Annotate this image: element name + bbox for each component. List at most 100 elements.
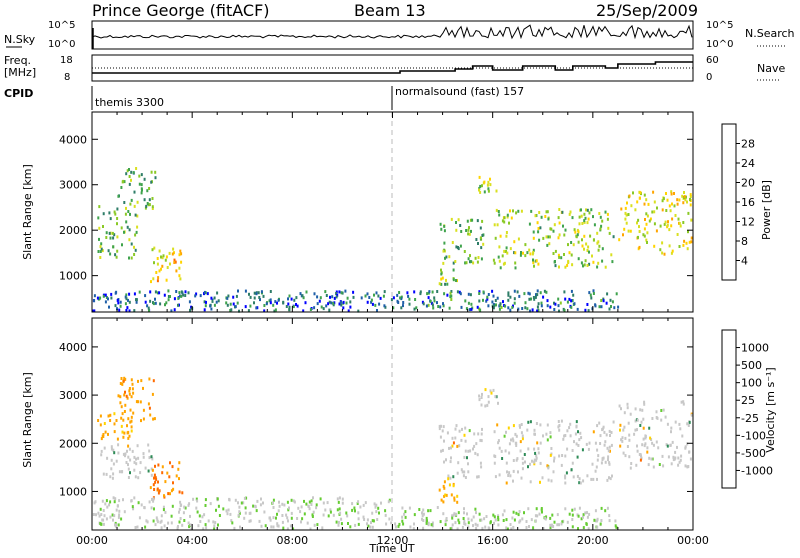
- echo-cell: [302, 309, 305, 313]
- echo-cell: [249, 304, 252, 308]
- echo-cell: [431, 290, 434, 294]
- echo-cell: [450, 290, 453, 293]
- echo-cell: [610, 443, 613, 447]
- echo-cell: [465, 229, 468, 232]
- echo-cell: [202, 527, 205, 531]
- echo-cell: [247, 309, 250, 313]
- echo-cell: [272, 498, 275, 502]
- echo-cell: [440, 449, 443, 453]
- echo-cell: [150, 455, 153, 459]
- echo-cell: [489, 389, 492, 393]
- echo-cell: [143, 506, 146, 509]
- echo-cell: [643, 444, 646, 448]
- echo-cell: [639, 424, 642, 427]
- echo-cell: [377, 506, 380, 510]
- echo-cell: [133, 455, 136, 459]
- echo-cell: [100, 453, 103, 457]
- echo-cell: [601, 458, 604, 461]
- echo-cell: [337, 500, 340, 504]
- echo-cell: [656, 416, 659, 420]
- echo-cell: [633, 432, 636, 436]
- echo-cell: [568, 297, 571, 301]
- echo-cell: [383, 290, 386, 294]
- echo-cell: [338, 290, 341, 294]
- echo-cell: [110, 458, 113, 462]
- echo-cell: [520, 423, 523, 426]
- echo-cell: [98, 226, 101, 230]
- echo-cell: [106, 456, 109, 460]
- echo-cell: [162, 508, 165, 512]
- echo-cell: [425, 516, 428, 520]
- echo-cell: [183, 505, 186, 509]
- echo-cell: [327, 514, 330, 518]
- echo-cell: [144, 206, 147, 210]
- echo-cell: [95, 513, 97, 517]
- echo-cell: [642, 437, 645, 441]
- echo-cell: [557, 236, 560, 240]
- echo-cell: [589, 234, 592, 238]
- echo-cell: [293, 298, 296, 302]
- echo-cell: [473, 444, 476, 448]
- echo-cell: [661, 454, 664, 458]
- echo-cell: [99, 296, 102, 300]
- echo-cell: [485, 515, 488, 518]
- echo-cell: [483, 517, 486, 521]
- echo-cell: [498, 245, 501, 249]
- echo-cell: [351, 502, 354, 506]
- beam-title: Beam 13: [354, 1, 426, 20]
- echo-cell: [431, 521, 434, 525]
- echo-cell: [586, 511, 588, 515]
- echo-cell: [400, 297, 403, 301]
- echo-cell: [475, 526, 478, 530]
- echo-cell: [103, 422, 106, 425]
- echo-cell: [512, 209, 514, 213]
- echo-cell: [375, 503, 378, 507]
- echo-cell: [450, 493, 453, 497]
- echo-cell: [546, 243, 549, 247]
- echo-cell: [189, 308, 191, 312]
- echo-cell: [116, 207, 119, 211]
- echo-cell: [130, 242, 133, 246]
- echo-cell: [500, 449, 503, 453]
- echo-cell: [249, 519, 252, 523]
- echo-cell: [604, 460, 607, 464]
- echo-cell: [655, 229, 658, 233]
- echo-cell: [477, 256, 480, 259]
- echo-cell: [181, 491, 184, 495]
- echo-cell: [167, 295, 170, 298]
- echo-cell: [124, 454, 126, 458]
- echo-cell: [491, 289, 494, 293]
- echo-cell: [467, 449, 470, 453]
- echo-cell: [685, 195, 687, 199]
- echo-cell: [521, 461, 524, 465]
- echo-cell: [125, 297, 128, 301]
- echo-cell: [490, 391, 493, 395]
- echo-cell: [248, 292, 250, 296]
- echo-cell: [513, 251, 516, 255]
- echo-cell: [204, 523, 207, 527]
- echo-cell: [549, 526, 552, 529]
- echo-cell: [507, 293, 510, 297]
- echo-cell: [676, 202, 679, 206]
- echo-cell: [161, 256, 164, 260]
- echo-cell: [422, 508, 425, 512]
- echo-cell: [165, 255, 168, 259]
- echo-cell: [316, 295, 319, 299]
- echo-cell: [453, 512, 456, 516]
- echo-cell: [442, 304, 445, 308]
- echo-cell: [596, 519, 599, 523]
- echo-cell: [237, 289, 239, 293]
- echo-cell: [234, 498, 237, 502]
- echo-cell: [156, 257, 159, 260]
- echo-cell: [346, 514, 349, 518]
- echo-cell: [458, 429, 461, 433]
- echo-cell: [159, 302, 162, 306]
- echo-cell: [346, 296, 349, 300]
- echo-cell: [540, 508, 543, 512]
- echo-cell: [641, 443, 644, 447]
- echo-cell: [505, 461, 508, 465]
- echo-cell: [603, 430, 606, 434]
- echo-cell: [634, 428, 637, 432]
- y-tick-label: 1000: [59, 485, 87, 498]
- echo-cell: [548, 242, 551, 246]
